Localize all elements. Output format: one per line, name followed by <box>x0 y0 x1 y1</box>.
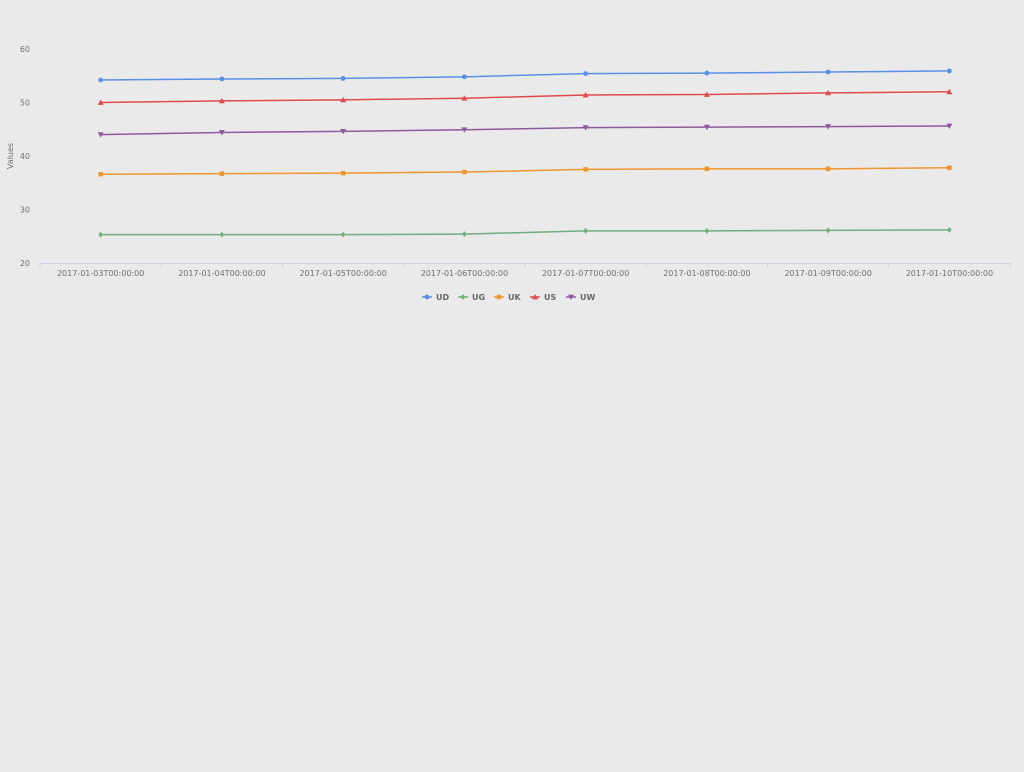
series-us <box>97 88 953 105</box>
x-axis: 2017-01-03T00:00:00 2017-01-04T00:00:00 20… <box>39 263 1011 278</box>
series-line <box>100 70 950 81</box>
series-line <box>100 229 950 236</box>
data-point <box>582 92 589 98</box>
x-tick-label: 2017-01-05T00:00:00 <box>299 269 386 278</box>
data-point <box>219 231 225 238</box>
legend-item-us[interactable]: US <box>530 293 556 302</box>
legend-marker <box>532 294 538 300</box>
y-axis-title: Values <box>6 143 15 169</box>
legend-label: UW <box>580 293 595 302</box>
data-point <box>98 77 104 83</box>
data-point <box>219 171 225 176</box>
y-tick-label: 40 <box>20 152 30 161</box>
data-point <box>461 95 468 101</box>
data-point <box>461 74 467 80</box>
data-point <box>340 231 346 238</box>
data-point <box>218 97 225 104</box>
data-point <box>340 96 347 103</box>
series-ug <box>98 226 952 238</box>
y-tick-label: 50 <box>20 99 30 108</box>
x-tick-label: 2017-01-03T00:00:00 <box>57 269 144 278</box>
data-point <box>825 69 831 75</box>
y-tick-label: 20 <box>20 259 30 268</box>
series-line <box>100 125 950 136</box>
data-point <box>703 124 710 131</box>
data-point <box>947 226 952 233</box>
legend-item-uk[interactable]: UK <box>494 293 521 302</box>
x-tick-label: 2017-01-09T00:00:00 <box>784 269 871 278</box>
data-point <box>583 167 588 172</box>
series-uw <box>97 123 953 138</box>
data-point <box>704 70 710 76</box>
data-point <box>582 125 589 131</box>
x-tick-label: 2017-01-07T00:00:00 <box>542 269 629 278</box>
legend-label: US <box>544 293 556 302</box>
legend-label: UG <box>472 293 485 302</box>
data-point <box>946 68 952 74</box>
legend-marker <box>568 294 574 300</box>
y-axis: 20 30 40 50 60 <box>20 45 30 268</box>
data-point <box>703 91 710 97</box>
data-point <box>825 166 831 172</box>
data-point <box>946 88 953 95</box>
data-point <box>340 128 347 135</box>
data-point <box>340 76 346 81</box>
x-tick-label: 2017-01-04T00:00:00 <box>178 269 265 278</box>
y-tick-label: 60 <box>20 45 30 54</box>
data-point <box>98 171 103 177</box>
data-point <box>947 165 952 171</box>
series-line <box>100 91 950 104</box>
data-point <box>340 170 346 176</box>
data-point <box>825 227 831 234</box>
legend-item-uw[interactable]: UW <box>566 293 595 302</box>
series-line <box>100 167 950 175</box>
data-point <box>946 123 953 130</box>
legend-marker <box>460 294 466 300</box>
data-point <box>825 89 832 96</box>
data-point <box>583 71 589 77</box>
legend-marker <box>424 294 430 300</box>
data-point <box>98 231 103 238</box>
legend[interactable]: UD UG UK US UW <box>422 293 595 302</box>
data-point <box>825 124 832 130</box>
data-point <box>97 132 104 138</box>
x-tick-label: 2017-01-06T00:00:00 <box>421 269 508 278</box>
x-tick-label: 2017-01-10T00:00:00 <box>906 269 993 278</box>
data-point <box>462 231 467 238</box>
series-ud <box>98 68 952 83</box>
data-point <box>219 76 225 82</box>
y-tick-label: 30 <box>20 206 30 215</box>
legend-marker <box>496 294 502 300</box>
legend-label: UK <box>508 293 521 302</box>
legend-item-ug[interactable]: UG <box>458 293 485 302</box>
legend-item-ud[interactable]: UD <box>422 293 449 302</box>
data-point <box>461 127 468 133</box>
data-point <box>97 99 104 105</box>
series-layer <box>97 68 953 238</box>
data-point <box>462 169 467 175</box>
data-point <box>704 227 710 234</box>
data-point <box>583 227 588 234</box>
data-point <box>218 130 225 136</box>
series-uk <box>98 165 952 177</box>
x-tick-label: 2017-01-08T00:00:00 <box>663 269 750 278</box>
legend-label: UD <box>436 293 449 302</box>
data-point <box>704 166 710 172</box>
